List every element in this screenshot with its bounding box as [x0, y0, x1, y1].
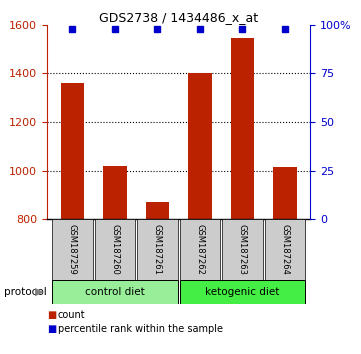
Text: ■: ■	[47, 310, 56, 320]
Text: protocol: protocol	[4, 287, 46, 297]
Text: GSM187264: GSM187264	[280, 224, 290, 275]
Text: control diet: control diet	[85, 287, 145, 297]
Text: percentile rank within the sample: percentile rank within the sample	[58, 324, 223, 334]
Title: GDS2738 / 1434486_x_at: GDS2738 / 1434486_x_at	[99, 11, 258, 24]
Bar	[95, 219, 135, 280]
Bar	[273, 167, 297, 219]
Bar	[103, 166, 127, 219]
Bar	[179, 280, 305, 304]
Bar	[265, 219, 305, 280]
Bar	[188, 73, 212, 219]
Bar	[231, 38, 254, 219]
Bar	[61, 83, 84, 219]
Text: GSM187259: GSM187259	[68, 224, 77, 275]
Text: count: count	[58, 310, 86, 320]
Text: ketogenic diet: ketogenic diet	[205, 287, 280, 297]
Bar	[222, 219, 263, 280]
Text: GSM187260: GSM187260	[110, 224, 119, 275]
Text: ■: ■	[47, 324, 56, 334]
Bar	[52, 280, 178, 304]
Text: ▶: ▶	[35, 287, 44, 297]
Bar	[52, 219, 93, 280]
Text: GSM187263: GSM187263	[238, 224, 247, 275]
Bar	[179, 219, 220, 280]
Text: GSM187261: GSM187261	[153, 224, 162, 275]
Bar	[146, 202, 169, 219]
Bar	[137, 219, 178, 280]
Text: GSM187262: GSM187262	[195, 224, 204, 275]
